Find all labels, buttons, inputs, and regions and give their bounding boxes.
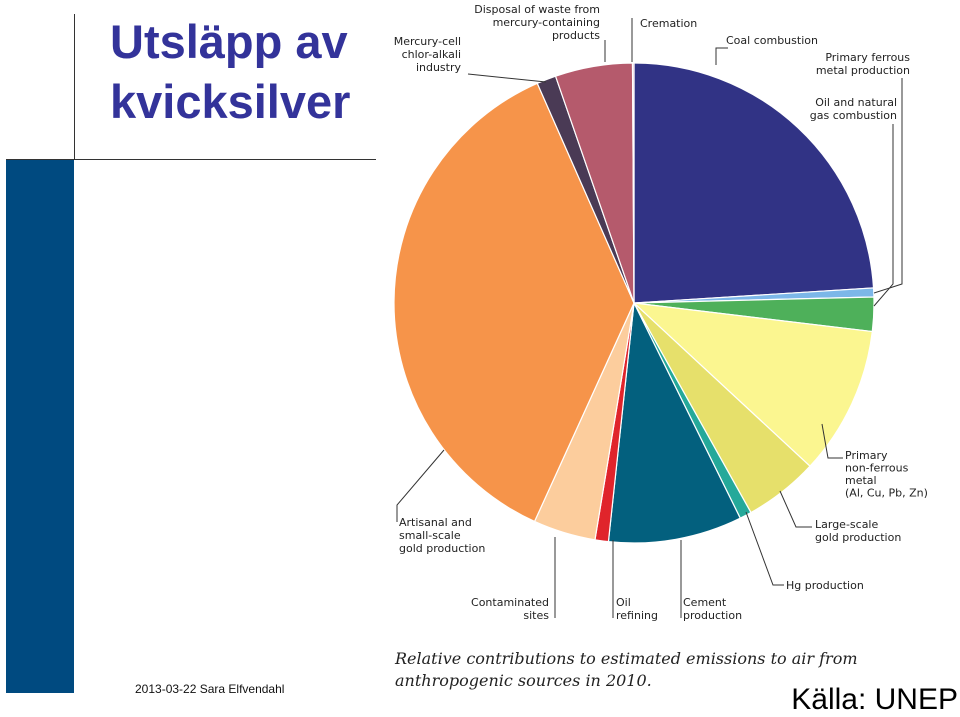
slice-leader-line bbox=[745, 511, 784, 586]
chart-caption-line-2: anthropogenic sources in 2010. bbox=[395, 671, 652, 690]
slice-leader-line bbox=[779, 490, 812, 528]
slice-label: Hg production bbox=[786, 579, 864, 592]
slice-label: Oil and natural gas combustion bbox=[810, 96, 897, 122]
slice-label-line: Cremation bbox=[640, 17, 697, 30]
slice-label-line: products bbox=[552, 29, 600, 42]
slice-label: Artisanal and small-scale gold production bbox=[399, 516, 485, 555]
slice-label-line: Hg production bbox=[786, 579, 864, 592]
slice-label: Disposal of waste from mercury-containing… bbox=[474, 3, 600, 42]
slice-label: Primary non-ferrous metal (Al, Cu, Pb, Zn) bbox=[845, 449, 928, 500]
pie-slice bbox=[632, 302, 873, 468]
source-credit: Källa: UNEP bbox=[791, 683, 958, 716]
slice-label-line: Mercury-cell bbox=[394, 35, 461, 48]
slice-label-line: Oil bbox=[616, 596, 631, 609]
slice-label-line: Disposal of waste from bbox=[474, 3, 600, 16]
slice-label-line: non-ferrous bbox=[845, 462, 909, 475]
slice-label: Coal combustion bbox=[726, 34, 818, 47]
slice-label-line: metal bbox=[845, 474, 877, 487]
slice-leader-line bbox=[873, 78, 903, 294]
slice-label-line: production bbox=[683, 609, 742, 622]
title-divider-vertical bbox=[74, 14, 75, 159]
pie-slice bbox=[393, 82, 635, 523]
slice-label: Cremation bbox=[640, 17, 697, 30]
chart-caption-line-1: Relative contributions to estimated emis… bbox=[395, 649, 858, 668]
leader-lines bbox=[396, 18, 903, 618]
title-divider-horizontal bbox=[6, 159, 376, 160]
slice-label-line: (Al, Cu, Pb, Zn) bbox=[845, 487, 928, 500]
slice-leader-line bbox=[467, 73, 547, 83]
slice-label-line: Primary ferrous bbox=[825, 51, 910, 64]
pie-slice bbox=[607, 300, 742, 544]
slice-label-line: metal production bbox=[816, 64, 910, 77]
slice-label: Oil refining bbox=[616, 596, 658, 622]
slice-label-line: gold production bbox=[815, 531, 901, 544]
slide-title-line-1: Utsläpp av bbox=[110, 15, 348, 68]
slice-label-line: industry bbox=[416, 61, 462, 74]
slice-label-line: Coal combustion bbox=[726, 34, 818, 47]
slide-title: Utsläpp av kvicksilver bbox=[110, 12, 350, 132]
slice-label: Primary ferrous metal production bbox=[816, 51, 910, 77]
footer-date-author: 2013-03-22 Sara Elfvendahl bbox=[135, 682, 285, 696]
slice-label-line: mercury-containing bbox=[493, 16, 600, 29]
slice-label-line: Primary bbox=[845, 449, 888, 462]
pie-slice bbox=[631, 62, 635, 304]
slice-leader-line bbox=[715, 47, 728, 65]
slice-label-line: Oil and natural bbox=[815, 96, 897, 109]
slice-leader-line bbox=[873, 124, 894, 307]
slice-label-line: sites bbox=[523, 609, 549, 622]
slice-label-line: gas combustion bbox=[810, 109, 897, 122]
slice-leader-line bbox=[396, 449, 445, 522]
pie-slices bbox=[393, 62, 875, 544]
slice-leader-line bbox=[821, 423, 843, 459]
slice-label-line: Contaminated bbox=[471, 596, 549, 609]
slice-label-line: Large-scale bbox=[815, 518, 878, 531]
slice-label-line: Cement bbox=[683, 596, 727, 609]
chart-caption: Relative contributions to estimated emis… bbox=[395, 648, 858, 692]
slice-label-line: Artisanal and bbox=[399, 516, 472, 529]
slice-label-line: gold production bbox=[399, 542, 485, 555]
slice-label-line: chlor-alkali bbox=[402, 48, 461, 61]
slide-title-line-2: kvicksilver bbox=[110, 75, 351, 128]
slice-label-line: small-scale bbox=[399, 529, 461, 542]
slice-label-line: refining bbox=[616, 609, 658, 622]
slice-label: Large-scale gold production bbox=[815, 518, 901, 544]
left-accent-bar bbox=[6, 159, 74, 693]
slice-label: Contaminated sites bbox=[471, 596, 549, 622]
slice-label: Cement production bbox=[683, 596, 742, 622]
slice-label: Mercury-cell chlor-alkali industry bbox=[394, 35, 462, 74]
pie-slice bbox=[633, 62, 875, 304]
